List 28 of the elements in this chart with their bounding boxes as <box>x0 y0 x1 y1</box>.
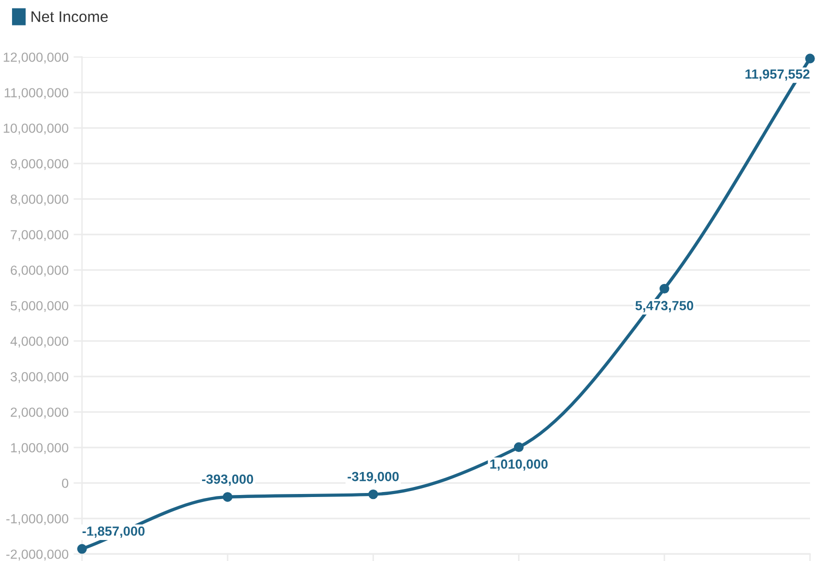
y-tick-label: 10,000,000 <box>4 124 68 134</box>
y-tick-label: 0 <box>62 478 68 488</box>
y-tick-label: 1,000,000 <box>11 443 68 454</box>
data-label: 5,473,750 <box>635 300 694 312</box>
y-tick-label: 8,000,000 <box>10 194 68 206</box>
point <box>77 544 87 554</box>
y-tick-label: 12,000,000 <box>4 52 68 64</box>
y-tick-label: 3,000,000 <box>10 372 68 383</box>
y-tick-label: 7,000,000 <box>10 230 68 241</box>
point <box>805 54 815 64</box>
data-label: -393,000 <box>202 474 254 486</box>
point <box>660 284 670 294</box>
data-label: -319,000 <box>348 472 399 484</box>
y-tick-label: 5,000,000 <box>10 301 68 312</box>
y-tick-label: 6,000,000 <box>10 266 68 276</box>
data-label: 11,957,552 <box>746 69 810 81</box>
point <box>368 489 378 500</box>
data-label: 1,010,000 <box>490 459 548 471</box>
y-tick-label: 4,000,000 <box>10 336 68 348</box>
y-tick-label: 2,000,000 <box>10 408 68 418</box>
point <box>222 492 232 502</box>
legend-label: Net Income <box>32 11 108 22</box>
y-tick-label: -1,000,000 <box>6 514 68 525</box>
y-tick-label: 11,000,000 <box>4 88 68 99</box>
y-tick-label: -2,000,000 <box>6 550 68 560</box>
point <box>514 442 524 452</box>
y-tick-label: 9,000,000 <box>10 159 68 170</box>
data-label: -1,857,000 <box>82 526 145 538</box>
